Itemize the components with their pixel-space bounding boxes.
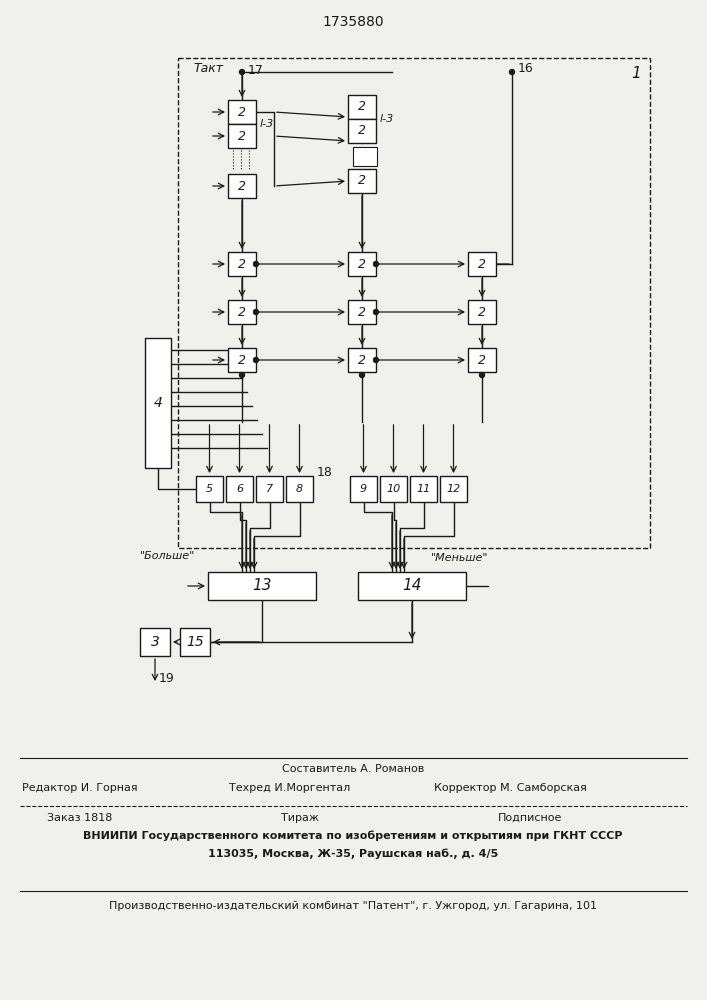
Text: l-3: l-3 xyxy=(260,119,274,129)
Text: "Больше": "Больше" xyxy=(141,551,196,561)
Bar xyxy=(145,338,171,468)
Text: 2: 2 xyxy=(238,180,246,192)
Bar xyxy=(226,476,253,502)
Bar xyxy=(228,348,256,372)
Text: 2: 2 xyxy=(358,257,366,270)
Text: 9: 9 xyxy=(360,484,367,494)
Bar xyxy=(380,476,407,502)
Bar xyxy=(348,95,376,119)
Bar xyxy=(410,476,437,502)
Bar xyxy=(348,252,376,276)
Circle shape xyxy=(359,372,365,377)
Text: 16: 16 xyxy=(518,62,534,76)
Text: 11: 11 xyxy=(416,484,431,494)
Bar xyxy=(358,572,466,600)
Bar xyxy=(348,169,376,193)
Text: l-3: l-3 xyxy=(380,114,395,124)
Bar xyxy=(350,476,377,502)
Text: 2: 2 xyxy=(238,306,246,318)
Text: 13: 13 xyxy=(252,578,271,593)
Text: 1735880: 1735880 xyxy=(322,15,384,29)
Text: Такт: Такт xyxy=(193,62,223,75)
Text: 2: 2 xyxy=(238,105,246,118)
Text: ВНИИПИ Государственного комитета по изобретениям и открытиям при ГКНТ СССР: ВНИИПИ Государственного комитета по изоб… xyxy=(83,831,623,841)
Bar xyxy=(228,100,256,124)
Text: Тираж: Тираж xyxy=(281,813,319,823)
Text: 2: 2 xyxy=(478,257,486,270)
Bar xyxy=(228,124,256,148)
Circle shape xyxy=(254,310,259,314)
Circle shape xyxy=(373,358,378,362)
Circle shape xyxy=(254,261,259,266)
Bar xyxy=(468,300,496,324)
Bar xyxy=(468,252,496,276)
Bar xyxy=(286,476,313,502)
Bar xyxy=(178,58,650,548)
Text: Подписное: Подписное xyxy=(498,813,562,823)
Text: 2: 2 xyxy=(478,354,486,366)
Text: 5: 5 xyxy=(206,484,213,494)
Text: "Меньше": "Меньше" xyxy=(431,553,488,563)
Text: 10: 10 xyxy=(386,484,401,494)
Circle shape xyxy=(254,358,259,362)
Text: 2: 2 xyxy=(238,129,246,142)
Text: 2: 2 xyxy=(238,354,246,366)
Bar xyxy=(348,348,376,372)
Text: 2: 2 xyxy=(358,354,366,366)
Text: 12: 12 xyxy=(446,484,461,494)
Text: Составитель А. Романов: Составитель А. Романов xyxy=(282,764,424,774)
Bar xyxy=(256,476,283,502)
Text: 4: 4 xyxy=(153,396,163,410)
Bar xyxy=(228,300,256,324)
Text: 3: 3 xyxy=(151,635,160,649)
Bar xyxy=(228,174,256,198)
Text: 17: 17 xyxy=(248,64,264,77)
Bar xyxy=(196,476,223,502)
Text: 19: 19 xyxy=(159,672,175,684)
Text: Производственно-издательский комбинат "Патент", г. Ужгород, ул. Гагарина, 101: Производственно-издательский комбинат "П… xyxy=(109,901,597,911)
Bar xyxy=(228,252,256,276)
Circle shape xyxy=(510,70,515,75)
Text: 2: 2 xyxy=(478,306,486,318)
Text: Редактор И. Горная: Редактор И. Горная xyxy=(22,783,138,793)
Text: 6: 6 xyxy=(236,484,243,494)
Bar xyxy=(180,628,210,656)
Circle shape xyxy=(479,372,484,377)
Circle shape xyxy=(373,310,378,314)
Text: 1: 1 xyxy=(631,66,641,82)
Text: 18: 18 xyxy=(317,466,333,479)
Text: Заказ 1818: Заказ 1818 xyxy=(47,813,112,823)
Bar xyxy=(353,147,377,166)
Text: Техред И.Моргентал: Техред И.Моргентал xyxy=(229,783,351,793)
Circle shape xyxy=(373,261,378,266)
Bar xyxy=(440,476,467,502)
Text: 2: 2 xyxy=(358,174,366,188)
Text: 7: 7 xyxy=(266,484,273,494)
Text: 15: 15 xyxy=(186,635,204,649)
Circle shape xyxy=(240,70,245,75)
Text: 14: 14 xyxy=(402,578,422,593)
Bar xyxy=(348,119,376,143)
Text: 113035, Москва, Ж-35, Раушская наб., д. 4/5: 113035, Москва, Ж-35, Раушская наб., д. … xyxy=(208,849,498,859)
Text: 2: 2 xyxy=(358,124,366,137)
Bar xyxy=(140,628,170,656)
Text: Корректор М. Самборская: Корректор М. Самборская xyxy=(433,783,586,793)
Text: 2: 2 xyxy=(238,257,246,270)
Text: 2: 2 xyxy=(358,306,366,318)
Bar xyxy=(208,572,316,600)
Text: 2: 2 xyxy=(358,101,366,113)
Circle shape xyxy=(240,372,245,377)
Text: 8: 8 xyxy=(296,484,303,494)
Bar xyxy=(348,300,376,324)
Bar xyxy=(468,348,496,372)
